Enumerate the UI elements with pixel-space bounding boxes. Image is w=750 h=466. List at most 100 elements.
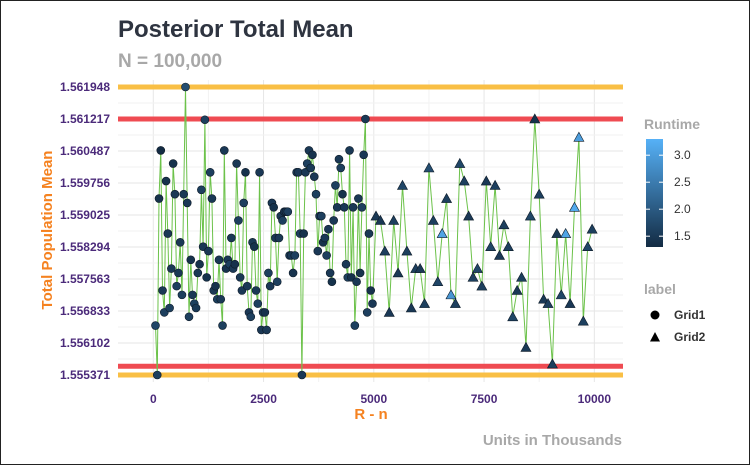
data-point-grid1 — [260, 308, 270, 317]
data-point-grid1 — [195, 259, 204, 269]
data-point-grid1 — [177, 290, 187, 300]
data-point-grid2 — [546, 358, 558, 369]
x-tick-label: 7500 — [471, 392, 498, 406]
legend-colorbar-ticks: 1.5 2.0 2.5 3.0 — [646, 148, 691, 243]
data-point-grid2 — [577, 315, 589, 326]
data-point-grid1 — [232, 159, 241, 168]
data-point-grid2 — [432, 276, 444, 287]
data-point-grid2 — [586, 223, 598, 234]
data-point-grid2 — [374, 214, 386, 225]
legend-shape-title: label — [644, 281, 676, 297]
data-point-grid1 — [175, 238, 185, 247]
data-point-grid1 — [184, 312, 194, 322]
data-point-grid1 — [242, 281, 252, 291]
data-point-grid2 — [449, 298, 461, 308]
legend-shape-entries: Grid1 Grid2 — [650, 308, 706, 344]
data-point-grid2 — [441, 192, 453, 203]
data-point-grid1 — [253, 299, 263, 308]
legend-color-title: Runtime — [644, 116, 700, 132]
data-point-grid1 — [313, 246, 323, 256]
data-point-grid1 — [186, 255, 196, 265]
data-point-grid2 — [454, 157, 466, 168]
data-point-grid1 — [368, 299, 377, 308]
data-point-grid1 — [355, 268, 365, 278]
legend-triangle-symbol — [650, 332, 660, 342]
data-point-grid1 — [288, 268, 298, 278]
data-point-grid1 — [167, 264, 176, 273]
data-point-grid1 — [331, 181, 340, 190]
y-tick-label: 1.561948 — [60, 80, 110, 94]
data-point-grid1 — [200, 115, 210, 125]
data-point-grid1 — [338, 189, 347, 199]
data-point-grid1 — [274, 233, 284, 243]
data-point-grid1 — [362, 308, 372, 317]
x-tick-label: 0 — [150, 392, 157, 406]
data-point-grid2 — [493, 249, 506, 260]
colorbar-tick-label: 1.5 — [674, 229, 691, 243]
y-tick-label: 1.557563 — [60, 272, 110, 286]
data-point-grid1 — [308, 150, 317, 160]
data-point-grid1 — [283, 207, 293, 216]
data-point-grid1 — [205, 167, 215, 177]
y-tick-label: 1.559025 — [60, 208, 110, 222]
data-point-grid1 — [214, 255, 224, 265]
data-point-grid1 — [357, 203, 367, 212]
data-point-grid1 — [350, 321, 360, 330]
legend-entry-label: Grid2 — [674, 330, 706, 344]
data-point-grid1 — [345, 146, 354, 155]
data-point-grid1 — [290, 251, 300, 260]
y-tick-label: 1.560487 — [60, 144, 110, 158]
data-point-grid2 — [383, 306, 395, 317]
data-point-grid1 — [154, 194, 164, 203]
data-point-grid1 — [354, 194, 363, 203]
colorbar-tick-label: 3.0 — [674, 148, 691, 162]
legend-entry-label: Grid1 — [674, 308, 706, 322]
data-point-grid2 — [538, 293, 550, 304]
data-point-grid1 — [334, 154, 344, 164]
axes: 0 2500 5000 7500 10000 1.555371 1.556102 1.5568… — [60, 80, 611, 406]
chart-subtitle: N = 100,000 — [118, 51, 222, 72]
x-tick-label: 10000 — [578, 392, 612, 406]
data-point-grid1 — [320, 233, 330, 243]
data-point-grid1 — [269, 203, 278, 212]
data-point-grid2 — [436, 227, 448, 238]
data-point-grid2 — [564, 298, 576, 308]
y-tick-label: 1.555371 — [60, 368, 110, 382]
data-point-grid2 — [463, 210, 475, 221]
data-point-grid1 — [168, 159, 178, 168]
colorbar-tick-label: 2.0 — [674, 202, 691, 216]
data-point-grid2 — [555, 289, 567, 300]
data-point-grid2 — [551, 227, 563, 238]
data-point-grid2 — [542, 298, 554, 308]
data-point-grid1 — [188, 290, 197, 300]
data-point-grid2 — [467, 271, 479, 282]
data-point-grid2 — [458, 175, 470, 186]
data-point-grid2 — [471, 262, 483, 273]
data-point-grid2 — [396, 179, 408, 190]
data-point-grid1 — [181, 82, 190, 92]
data-point-grid2 — [392, 267, 404, 278]
data-point-grid1 — [264, 268, 273, 278]
data-point-grid1 — [272, 277, 282, 287]
data-point-grid1 — [172, 281, 181, 291]
y-axis-label: Total Population Mean — [39, 151, 56, 310]
y-tick-label: 1.556833 — [60, 304, 110, 318]
data-point-grid1 — [265, 281, 275, 291]
data-point-grid1 — [309, 172, 319, 181]
data-point-grid2 — [485, 241, 497, 252]
data-point-grid1 — [299, 229, 308, 238]
data-point-grid2 — [423, 162, 435, 173]
data-point-grid1 — [179, 189, 189, 199]
data-point-grid1 — [227, 233, 236, 243]
data-point-grid1 — [197, 185, 206, 195]
data-point-grid1 — [297, 370, 307, 380]
data-point-grid1 — [182, 198, 192, 208]
data-point-grid1 — [262, 325, 271, 335]
data-point-grid2 — [516, 271, 528, 282]
data-point-grid2 — [529, 113, 541, 124]
data-point-grid1 — [161, 176, 171, 186]
data-point-grid1 — [329, 216, 338, 225]
data-point-grid1 — [339, 203, 349, 212]
